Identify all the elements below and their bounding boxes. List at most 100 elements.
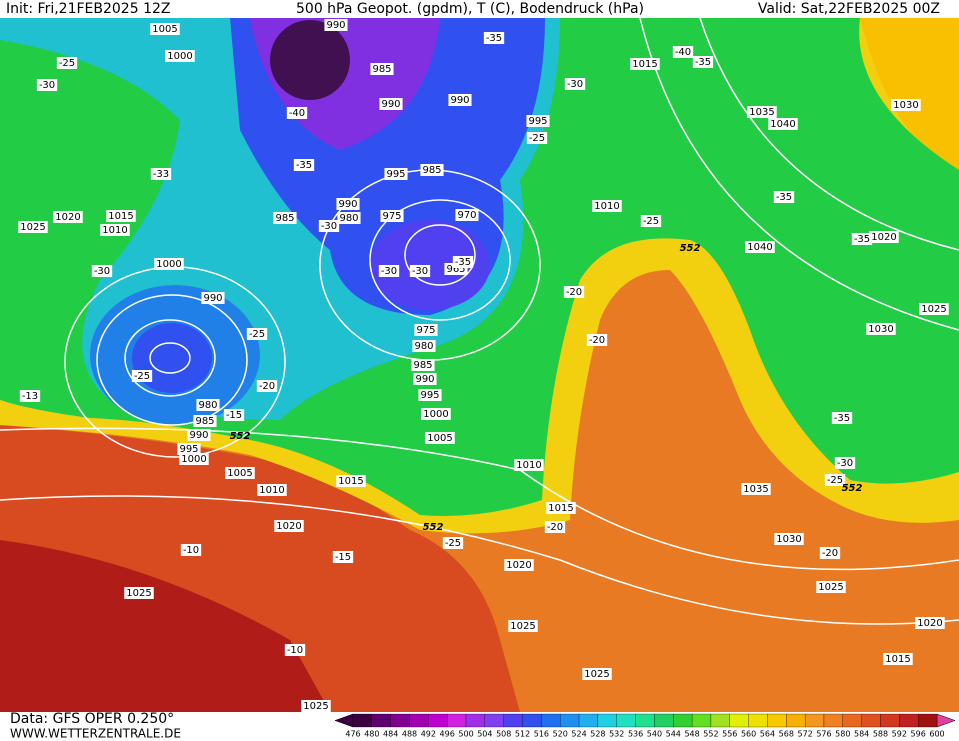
label-text: 1000 (156, 259, 181, 270)
map-label: 1025 (816, 581, 846, 593)
colorbar-label: 592 (892, 730, 907, 739)
map-label: 1040 (745, 241, 775, 253)
label-text: 1025 (510, 621, 535, 632)
label-box (564, 78, 586, 90)
colorbar-label: 576 (816, 730, 831, 739)
label-text: 975 (382, 211, 401, 222)
colorbar-label: 496 (440, 730, 455, 739)
label-box (187, 429, 211, 441)
map-label: 1040 (768, 118, 798, 130)
colorbar-label: 528 (590, 730, 605, 739)
label-box (411, 359, 435, 371)
label-box (370, 63, 394, 75)
colorbar-swatch (522, 713, 542, 728)
label-text: 1025 (584, 669, 609, 680)
label-box (630, 58, 660, 70)
map-label: 990 (379, 98, 403, 110)
colorbar-swatch (729, 713, 749, 728)
label-box (378, 265, 400, 277)
label-box (256, 380, 278, 392)
label-box (418, 389, 442, 401)
map-label: -25 (640, 215, 662, 227)
map-label: -10 (180, 544, 202, 556)
label-text: 970 (457, 210, 476, 221)
label-text: 1025 (818, 582, 843, 593)
label-box (379, 98, 403, 110)
colorbar-swatch (767, 713, 787, 728)
label-box (526, 115, 550, 127)
label-box (819, 547, 841, 559)
map-label: 1015 (883, 653, 913, 665)
label-box (409, 265, 431, 277)
label-box (293, 159, 315, 171)
map-label: -35 (851, 233, 873, 245)
map-label: -30 (36, 79, 58, 91)
colorbar-swatch (428, 713, 448, 728)
map-label: -30 (564, 78, 586, 90)
label-box (179, 453, 209, 465)
map-label: 985 (370, 63, 394, 75)
label-text: 1005 (152, 24, 177, 35)
label-text: -30 (94, 266, 110, 277)
label-box (150, 23, 180, 35)
label-text: -15 (226, 410, 242, 421)
label-box (246, 328, 268, 340)
map-label: -33 (150, 168, 172, 180)
map-label: 995 (418, 389, 442, 401)
label-text: -25 (249, 329, 265, 340)
label-text: -20 (547, 522, 563, 533)
map-label: 970 (455, 209, 479, 221)
map-label: 985 (193, 415, 217, 427)
map-label: -30 (378, 265, 400, 277)
colorbar-label: 504 (477, 730, 492, 739)
yellow-field (860, 18, 959, 170)
label-text: 1010 (516, 460, 541, 471)
label-box (337, 212, 361, 224)
label-text: -10 (287, 645, 303, 656)
label-text: -35 (455, 257, 471, 268)
label-text: 1015 (338, 476, 363, 487)
label-text: 1025 (126, 588, 151, 599)
label-box (526, 132, 548, 144)
map-label: -30 (91, 265, 113, 277)
map-label: 1030 (866, 323, 896, 335)
map-label: 1025 (919, 303, 949, 315)
colorbar-label: 568 (779, 730, 794, 739)
colorbar-swatch (899, 713, 919, 728)
map-label: -15 (332, 551, 354, 563)
colorbar-swatch (748, 713, 768, 728)
label-box (448, 94, 472, 106)
label-text: -30 (837, 458, 853, 469)
label-text: 1025 (303, 701, 328, 712)
map-label: -30 (409, 265, 431, 277)
colorbar-swatch (804, 713, 825, 728)
label-text: 1035 (743, 484, 768, 495)
map-label: 1025 (582, 668, 612, 680)
label-text: 990 (326, 20, 345, 31)
label-box (774, 533, 804, 545)
label-text: 1020 (506, 560, 531, 571)
map-label: 1010 (257, 484, 287, 496)
label-box (91, 265, 113, 277)
label-box (504, 559, 534, 571)
map-label: -13 (19, 390, 41, 402)
colorbar-swatch (823, 713, 843, 728)
label-text: 990 (338, 199, 357, 210)
map-label: 980 (337, 212, 361, 224)
colorbar-swatch (371, 713, 391, 728)
label-box (301, 700, 331, 712)
map: 1005 1000 990 985 990 990 995 1015 1035 1040 1030 1… (0, 17, 959, 712)
label-box (455, 209, 479, 221)
label-box (420, 164, 444, 176)
colorbar-swatch (503, 713, 523, 728)
colorbar-label: 492 (421, 730, 436, 739)
map-label: -35 (692, 56, 714, 68)
label-text: 1030 (776, 534, 801, 545)
label-text: -35 (854, 234, 870, 245)
label-box (150, 168, 172, 180)
map-label: 1020 (53, 211, 83, 223)
label-box (508, 620, 538, 632)
label-text: 995 (420, 390, 439, 401)
geopotential-label: 552 (680, 243, 701, 254)
label-box (100, 224, 130, 236)
